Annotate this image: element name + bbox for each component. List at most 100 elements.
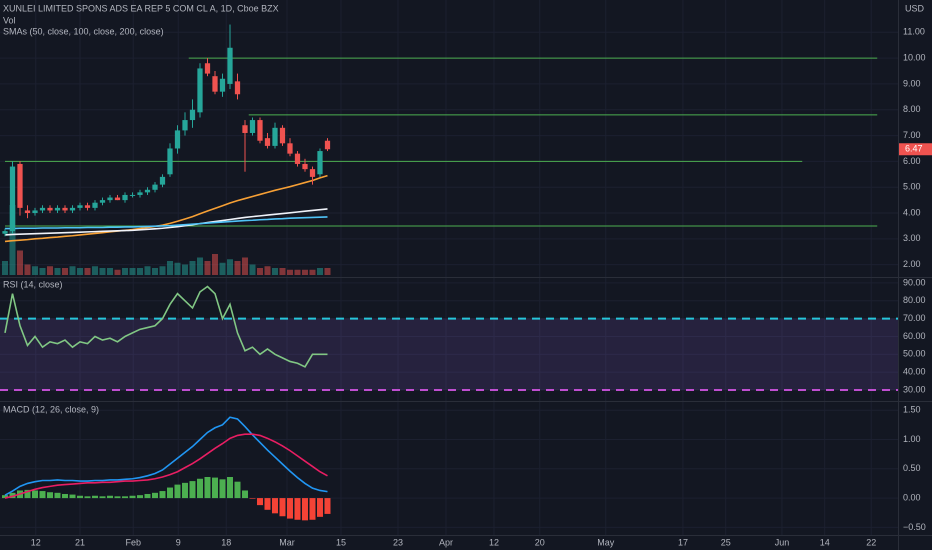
candle-body	[309, 169, 316, 177]
y-tick-label: 6.00	[903, 156, 921, 166]
y-tick-label: 1.50	[903, 405, 921, 415]
volume-bar	[294, 269, 301, 275]
volume-bar	[129, 268, 136, 275]
x-tick-label: 23	[393, 537, 403, 547]
candle-body	[32, 210, 38, 214]
volume-bar	[181, 264, 188, 275]
candle-body	[9, 166, 16, 232]
y-tick-label: 8.00	[903, 104, 921, 114]
macd-histogram-bar	[279, 498, 286, 517]
volume-bar	[219, 262, 226, 275]
macd-histogram-bar	[91, 495, 98, 499]
candle-body	[302, 163, 308, 170]
macd-histogram-bar	[69, 494, 76, 499]
macd-histogram-bar	[316, 498, 323, 517]
candle-body	[294, 153, 301, 164]
chart-title: XUNLEI LIMITED SPONS ADS EA REP 5 COM CL…	[3, 3, 279, 13]
macd-histogram-bar	[99, 496, 106, 499]
candle-body	[144, 189, 151, 193]
volume-bar	[2, 261, 9, 275]
y-tick-label: 4.00	[903, 207, 921, 217]
sma-label: SMAs (50, close, 100, close, 200, close)	[3, 26, 164, 36]
macd-histogram-bar	[136, 495, 143, 499]
macd-histogram-bar	[241, 490, 248, 499]
candle-body	[249, 120, 256, 133]
volume-bar	[271, 268, 278, 275]
macd-histogram-bar	[24, 489, 31, 499]
candle-body	[212, 76, 218, 92]
x-tick-label: 20	[535, 537, 545, 547]
volume-bar	[204, 261, 211, 275]
volume-bar	[189, 261, 196, 275]
y-tick-label: 5.00	[903, 182, 921, 192]
plots	[0, 24, 898, 521]
volume-bar	[17, 250, 24, 275]
candle-body	[47, 207, 53, 211]
macd-histogram-bar	[234, 481, 241, 499]
volume-bar	[91, 266, 98, 275]
last-price-tag	[899, 143, 932, 156]
macd-histogram-bar	[39, 491, 46, 499]
macd-histogram-bar	[309, 498, 316, 520]
volume-bar	[106, 268, 113, 275]
x-tick-label: 17	[678, 537, 688, 547]
y-tick-label: 7.00	[903, 130, 921, 140]
y-tick-label: 30.00	[903, 384, 926, 394]
volume-bar	[316, 268, 323, 275]
macd-histogram-bar	[249, 498, 256, 499]
macd-histogram-bar	[47, 492, 54, 499]
sma-line	[5, 216, 328, 230]
macd-histogram-bar	[159, 491, 166, 499]
macd-histogram-bar	[204, 476, 211, 499]
x-tick-label: 12	[489, 537, 499, 547]
macd-histogram-bar	[77, 495, 83, 499]
volume-bar	[166, 261, 173, 275]
y-tick-label: 9.00	[903, 78, 921, 88]
volume-bar	[151, 268, 158, 275]
candle-body	[69, 207, 76, 211]
macd-histogram-bar	[54, 492, 61, 499]
labels: XUNLEI LIMITED SPONS ADS EA REP 5 COM CL…	[3, 3, 932, 547]
candle-body	[2, 231, 8, 234]
macd-histogram-bar	[301, 498, 308, 521]
y-tick-label: 90.00	[903, 277, 926, 287]
macd-histogram-bar	[189, 481, 196, 499]
volume-bar	[77, 268, 83, 275]
y-tick-label: 1.00	[903, 434, 921, 444]
volume-bar	[241, 257, 248, 275]
macd-histogram-bar	[129, 495, 136, 499]
y-tick-label: 0.50	[903, 463, 921, 473]
y-tick-label: 2.00	[903, 259, 921, 269]
macd-histogram-bar	[106, 495, 113, 499]
macd-histogram-bar	[32, 490, 39, 499]
volume-bar	[39, 268, 46, 275]
x-tick-label: 14	[820, 537, 830, 547]
volume-bar	[114, 269, 121, 275]
x-tick-label: 25	[721, 537, 731, 547]
volume-bar	[264, 266, 271, 275]
y-tick-label: 50.00	[903, 349, 926, 359]
x-tick-label: Mar	[279, 537, 295, 547]
volume-bar	[24, 264, 31, 275]
candle-body	[242, 125, 248, 133]
last-price: 6.47	[905, 144, 923, 154]
candle-body	[219, 78, 226, 92]
volume-label: Vol	[3, 15, 16, 25]
y-tick-label: 70.00	[903, 313, 926, 323]
macd-histogram-bar	[264, 498, 271, 510]
sma-line	[4, 174, 328, 243]
candle-body	[324, 140, 331, 150]
rsi-line	[4, 285, 328, 368]
macd-histogram-bar	[84, 496, 91, 499]
candle-body	[272, 127, 278, 146]
volume-bar	[301, 269, 308, 275]
candle-body	[122, 194, 128, 201]
candle-body	[129, 194, 136, 196]
candle-body	[197, 68, 203, 113]
volume-bar	[196, 257, 203, 275]
candle-body	[77, 205, 83, 208]
macd-line	[4, 416, 328, 496]
macd-histogram-bar	[286, 498, 293, 519]
candle-body	[317, 151, 323, 175]
